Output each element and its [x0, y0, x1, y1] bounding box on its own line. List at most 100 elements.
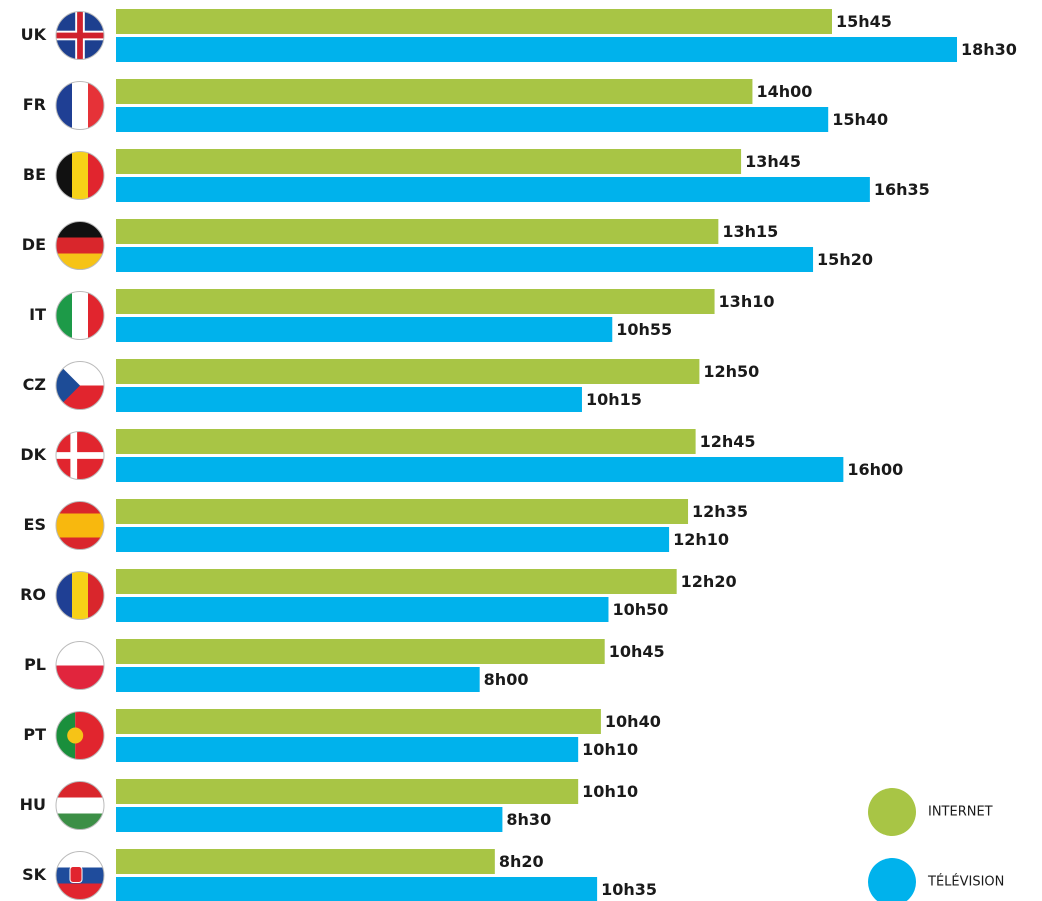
- category-label: ES: [24, 515, 46, 534]
- category-label: RO: [20, 585, 46, 604]
- flag-border: [55, 81, 105, 130]
- value-label: 12h45: [700, 432, 756, 451]
- bar: [116, 779, 579, 804]
- flag: [56, 151, 104, 200]
- value-label: 18h30: [961, 40, 1017, 59]
- flag-part: [56, 851, 104, 868]
- category-label: BE: [23, 165, 46, 184]
- flag-part: [56, 291, 72, 340]
- category-label: SK: [22, 865, 47, 884]
- bar: [116, 737, 579, 762]
- value-label: 13h15: [722, 222, 778, 241]
- flag-part: [88, 81, 104, 130]
- flag-border: [55, 11, 105, 60]
- value-label: 14h00: [756, 82, 812, 101]
- bar: [116, 177, 870, 202]
- bar: [116, 667, 480, 692]
- bar: [116, 219, 719, 244]
- bar: [116, 639, 605, 664]
- value-label: 15h40: [832, 110, 888, 129]
- flag: [56, 291, 104, 340]
- flag: [56, 851, 104, 900]
- flag: [56, 11, 104, 60]
- legend-label: TÉLÉVISION: [927, 874, 1004, 890]
- value-label: 10h10: [582, 782, 638, 801]
- value-label: 10h50: [612, 600, 668, 619]
- value-label: 10h15: [586, 390, 642, 409]
- category-label: FR: [23, 95, 46, 114]
- value-label: 13h45: [745, 152, 801, 171]
- bar: [116, 849, 495, 874]
- category-label: DK: [20, 445, 46, 464]
- flag-part: [56, 641, 104, 666]
- flag-part: [69, 866, 83, 883]
- value-label: 16h00: [847, 460, 903, 479]
- flag: [56, 431, 104, 480]
- flag-part: [56, 452, 104, 459]
- flag-border: [55, 361, 105, 410]
- flag-part: [56, 237, 104, 254]
- flag-part: [56, 813, 104, 830]
- value-label: 10h35: [601, 880, 657, 899]
- flag-border: [55, 571, 105, 620]
- category-label: CZ: [23, 375, 46, 394]
- bar: [116, 79, 753, 104]
- value-label: 10h55: [616, 320, 672, 339]
- flag-part: [56, 797, 104, 814]
- flag-part: [56, 253, 104, 270]
- flag-part: [72, 151, 88, 200]
- flag-part: [56, 711, 76, 760]
- flag-part: [88, 571, 104, 620]
- flag-part: [56, 81, 72, 130]
- bar: [116, 429, 696, 454]
- bar: [116, 359, 700, 384]
- value-label: 10h10: [582, 740, 638, 759]
- flag-border: [55, 851, 105, 900]
- bar: [116, 317, 613, 342]
- flag-part: [56, 781, 104, 798]
- bar: [116, 37, 958, 62]
- flag-part: [56, 883, 104, 900]
- value-label: 8h30: [506, 810, 551, 829]
- bar: [116, 597, 609, 622]
- value-label: 15h45: [836, 12, 892, 31]
- flag-border: [55, 711, 105, 760]
- value-label: 12h20: [681, 572, 737, 591]
- flag-part: [56, 221, 104, 238]
- flag-part: [72, 571, 88, 620]
- flag: [56, 501, 104, 550]
- value-label: 10h45: [609, 642, 665, 661]
- flag-border: [55, 221, 105, 270]
- flag-part: [56, 571, 72, 620]
- value-label: 16h35: [874, 180, 930, 199]
- flag-part: [56, 361, 80, 410]
- category-label: PL: [24, 655, 46, 674]
- flag-border: [55, 431, 105, 480]
- value-label: 8h00: [484, 670, 529, 689]
- value-label: 13h10: [719, 292, 775, 311]
- bar: [116, 877, 598, 901]
- flag-border: [55, 151, 105, 200]
- legend-swatch: [868, 788, 916, 836]
- bar: [116, 457, 844, 482]
- flag-part: [56, 32, 104, 39]
- bar: [116, 709, 601, 734]
- legend-label: INTERNET: [928, 805, 993, 820]
- bar: [116, 499, 689, 524]
- category-label: IT: [29, 305, 46, 324]
- bar: [116, 247, 814, 272]
- value-label: 12h10: [673, 530, 729, 549]
- legend-swatch: [868, 858, 916, 901]
- flag: [56, 571, 104, 620]
- value-label: 12h50: [703, 362, 759, 381]
- flag: [56, 221, 104, 270]
- flag-border: [55, 291, 105, 340]
- flag: [56, 81, 104, 130]
- flag-part: [56, 513, 104, 538]
- flag-part: [67, 727, 84, 744]
- category-label: UK: [21, 25, 47, 44]
- flag-part: [56, 151, 72, 200]
- flag-border: [55, 501, 105, 550]
- flag-border: [55, 641, 105, 690]
